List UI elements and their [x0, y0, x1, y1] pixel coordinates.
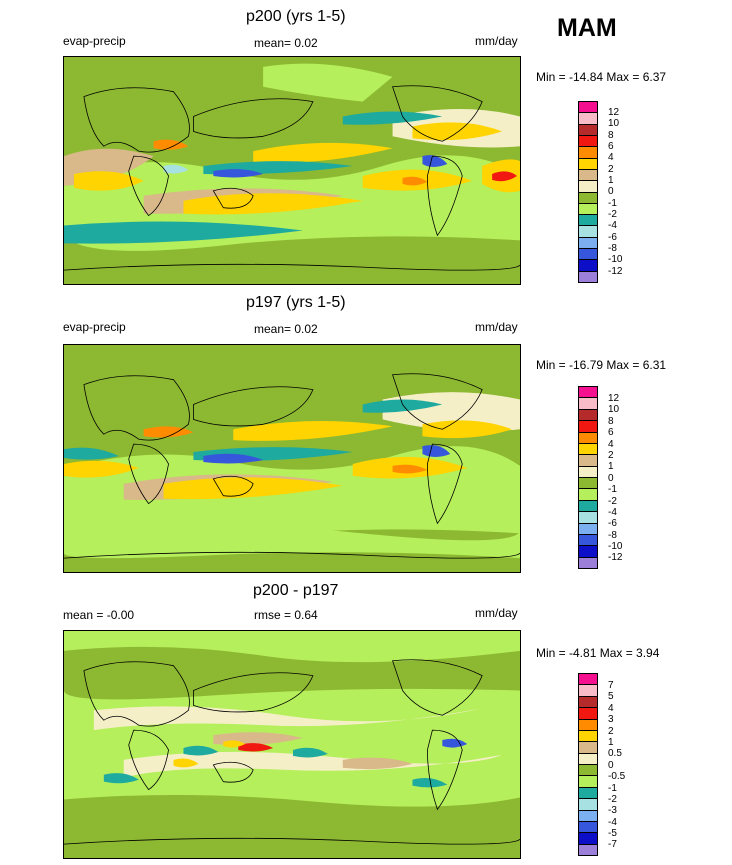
panel-1-tick: 6	[608, 141, 614, 152]
panel-2-tick: 6	[608, 427, 614, 438]
panel-2-units-label: mm/day	[475, 320, 518, 334]
panel-1-colorbar	[578, 101, 598, 283]
panel-2-tick: -2	[608, 496, 617, 507]
panel-2-title: p197 (yrs 1-5)	[246, 294, 346, 311]
panel-1-tick: -6	[608, 232, 617, 243]
panel-2-tick: 0	[608, 473, 614, 484]
panel-1-tick: -8	[608, 243, 617, 254]
panel-3-map	[63, 630, 521, 859]
panel-3-tick: 1	[608, 737, 614, 748]
panel-1-tick: 8	[608, 130, 614, 141]
panel-2-colorbar	[578, 386, 598, 569]
panel-3-colorbar	[578, 673, 598, 856]
panel-2-tick: -8	[608, 530, 617, 541]
panel-2-tick: 10	[608, 404, 620, 415]
panel-1-tick: 1	[608, 175, 614, 186]
panel-2-map	[63, 344, 521, 573]
panel-3-contour-field	[64, 631, 520, 858]
panel-3-units-label: mm/day	[475, 606, 518, 620]
panel-2-variable-label: evap-precip	[63, 320, 126, 334]
panel-1-title: p200 (yrs 1-5)	[246, 8, 346, 25]
panel-3-tick: 4	[608, 703, 614, 714]
season-label: MAM	[557, 14, 617, 42]
panel-2-contour-field	[64, 345, 520, 572]
panel-1-mean-label: mean= 0.02	[254, 36, 318, 50]
panel-3-tick: 0.5	[608, 748, 622, 759]
panel-2-tick: -4	[608, 507, 617, 518]
panel-2-minmax-label: Min = -16.79 Max = 6.31	[536, 358, 667, 372]
panel-1-tick: -12	[608, 266, 623, 277]
panel-1-variable-label: evap-precip	[63, 34, 126, 48]
panel-3-tick: -7	[608, 839, 617, 850]
panel-3-tick: 3	[608, 714, 614, 725]
panel-1-tick: -10	[608, 254, 623, 265]
panel-1-minmax-label: Min = -14.84 Max = 6.37	[536, 70, 667, 84]
panel-3-tick: -5	[608, 828, 617, 839]
panel-2-tick: 1	[608, 461, 614, 472]
panel-3-tick: 0	[608, 760, 614, 771]
panel-3-minmax-label: Min = -4.81 Max = 3.94	[536, 646, 660, 660]
panel-2-tick: -10	[608, 541, 623, 552]
panel-3-tick: -2	[608, 794, 617, 805]
panel-1-tick: -1	[608, 198, 617, 209]
panel-2-tick: -6	[608, 518, 617, 529]
panel-3-rmse-label: rmse = 0.64	[254, 608, 318, 622]
panel-3-tick: -4	[608, 817, 617, 828]
panel-2-mean-label: mean= 0.02	[254, 322, 318, 336]
panel-3-tick: 5	[608, 691, 614, 702]
panel-1-tick: 0	[608, 186, 614, 197]
panel-1-tick: 4	[608, 152, 614, 163]
panel-2-tick: 2	[608, 450, 614, 461]
panel-2-tick: 8	[608, 416, 614, 427]
panel-2-tick: -12	[608, 552, 623, 563]
panel-2-tick: -1	[608, 484, 617, 495]
panel-3-tick: -0.5	[608, 771, 626, 782]
panel-2-tick: 12	[608, 393, 620, 404]
panel-1-tick: 2	[608, 164, 614, 175]
panel-1-contour-field	[64, 57, 520, 284]
panel-1-tick: -4	[608, 220, 617, 231]
panel-1-units-label: mm/day	[475, 34, 518, 48]
panel-3-tick: -1	[608, 783, 617, 794]
panel-3-title: p200 - p197	[253, 582, 339, 599]
panel-2-tick: 4	[608, 439, 614, 450]
panel-3-mean-label: mean = -0.00	[63, 608, 135, 622]
panel-1-tick: 12	[608, 107, 620, 118]
panel-1-map	[63, 56, 521, 285]
panel-3-tick: 2	[608, 726, 614, 737]
panel-1-tick: 10	[608, 118, 620, 129]
panel-1-tick: -2	[608, 209, 617, 220]
panel-3-tick: -3	[608, 805, 617, 816]
panel-3-tick: 7	[608, 680, 614, 691]
